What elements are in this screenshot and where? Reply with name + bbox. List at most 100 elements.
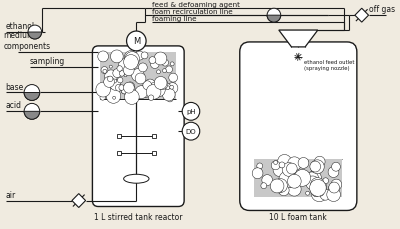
Circle shape [113, 80, 117, 84]
Circle shape [110, 51, 123, 64]
Circle shape [24, 85, 40, 101]
Circle shape [327, 188, 340, 202]
Circle shape [126, 32, 146, 52]
Circle shape [271, 161, 280, 170]
Circle shape [148, 95, 154, 101]
Circle shape [124, 90, 129, 95]
Circle shape [116, 85, 122, 92]
Circle shape [323, 178, 328, 184]
Circle shape [108, 77, 113, 82]
Circle shape [123, 65, 134, 76]
Circle shape [320, 182, 324, 186]
Circle shape [162, 69, 166, 73]
Circle shape [154, 53, 167, 66]
Circle shape [129, 94, 133, 98]
Circle shape [151, 83, 165, 98]
Text: ethanol feed outlet
(spraying nozzle): ethanol feed outlet (spraying nozzle) [304, 60, 355, 71]
Circle shape [135, 74, 146, 85]
FancyBboxPatch shape [92, 47, 184, 207]
Circle shape [138, 64, 147, 73]
Circle shape [98, 52, 108, 63]
Circle shape [278, 155, 291, 169]
Circle shape [152, 84, 165, 97]
Circle shape [132, 61, 134, 64]
Circle shape [274, 161, 278, 165]
Circle shape [332, 163, 340, 172]
Circle shape [182, 103, 200, 121]
Circle shape [261, 183, 267, 189]
Bar [100, 53, 176, 100]
Bar [117, 151, 121, 155]
Text: foam recirculation line: foam recirculation line [152, 9, 233, 15]
Wedge shape [28, 33, 42, 40]
Circle shape [318, 190, 324, 196]
Circle shape [329, 182, 340, 193]
Circle shape [143, 82, 152, 90]
Text: air: air [6, 190, 16, 199]
Text: M: M [133, 37, 140, 46]
Wedge shape [267, 16, 281, 23]
Ellipse shape [124, 174, 149, 183]
Circle shape [294, 171, 305, 182]
Circle shape [305, 172, 319, 186]
Circle shape [262, 175, 272, 186]
Circle shape [118, 78, 123, 84]
Circle shape [252, 168, 263, 179]
Circle shape [140, 85, 152, 98]
Circle shape [270, 179, 284, 193]
Circle shape [119, 85, 124, 91]
Circle shape [121, 90, 125, 94]
Circle shape [165, 84, 170, 90]
Circle shape [279, 162, 285, 168]
Text: foaming line: foaming line [152, 16, 196, 22]
Circle shape [143, 89, 150, 96]
Circle shape [282, 163, 296, 177]
Circle shape [315, 182, 319, 186]
Circle shape [157, 79, 168, 90]
Circle shape [166, 95, 173, 102]
Circle shape [294, 184, 298, 188]
Circle shape [101, 67, 108, 74]
Circle shape [288, 183, 301, 196]
Polygon shape [279, 31, 318, 48]
Circle shape [273, 163, 287, 177]
Circle shape [113, 97, 116, 100]
Circle shape [170, 63, 174, 67]
Circle shape [298, 158, 309, 169]
Circle shape [146, 85, 161, 100]
FancyBboxPatch shape [240, 43, 357, 210]
Circle shape [166, 86, 170, 90]
Circle shape [103, 70, 107, 74]
Bar [152, 135, 156, 139]
Circle shape [311, 185, 328, 202]
Circle shape [166, 67, 172, 74]
Circle shape [96, 83, 110, 98]
Circle shape [310, 160, 324, 174]
Circle shape [306, 176, 320, 190]
Circle shape [257, 163, 263, 169]
Text: DO: DO [186, 129, 196, 135]
Circle shape [311, 178, 324, 192]
Circle shape [273, 181, 277, 185]
Circle shape [100, 95, 106, 101]
Text: 10 L foam tank: 10 L foam tank [270, 213, 327, 221]
Circle shape [320, 189, 331, 200]
Bar [117, 135, 121, 139]
Circle shape [135, 86, 148, 99]
Circle shape [286, 165, 294, 174]
Circle shape [109, 66, 112, 69]
Circle shape [312, 168, 316, 172]
Text: ethanol: ethanol [6, 22, 35, 31]
Circle shape [124, 83, 134, 94]
Circle shape [122, 89, 127, 94]
Circle shape [125, 52, 140, 67]
Circle shape [100, 52, 107, 59]
Circle shape [308, 171, 321, 185]
Circle shape [145, 80, 155, 91]
Circle shape [276, 187, 282, 193]
Circle shape [267, 9, 281, 23]
Wedge shape [24, 112, 40, 120]
Polygon shape [355, 9, 368, 23]
Circle shape [288, 157, 301, 171]
Circle shape [167, 83, 178, 94]
